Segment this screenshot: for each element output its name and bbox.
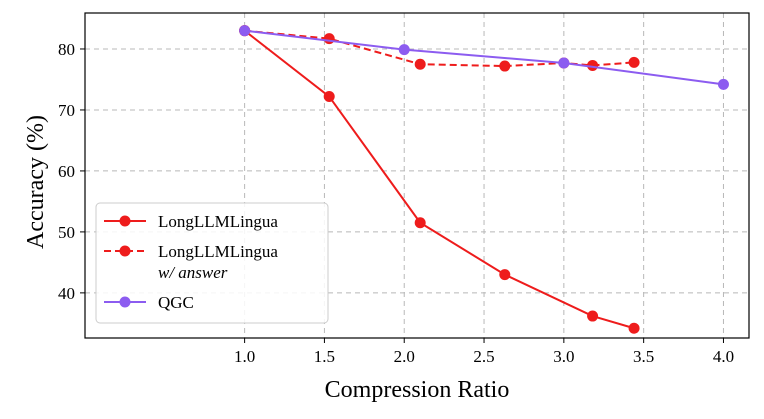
legend-label: LongLLMLingua xyxy=(158,212,278,231)
y-tick-label: 60 xyxy=(58,162,75,181)
data-point xyxy=(323,91,335,103)
legend-entry: LongLLMLingua w/ answer xyxy=(104,242,278,282)
x-axis-title: Compression Ratio xyxy=(325,377,510,403)
data-point xyxy=(587,310,599,322)
data-point xyxy=(398,44,410,56)
series-line xyxy=(244,29,635,330)
y-tick-label: 50 xyxy=(58,223,75,242)
legend-entry: QGC xyxy=(104,293,194,312)
y-tick-label: 80 xyxy=(58,40,75,59)
data-point xyxy=(239,25,251,37)
series-2 xyxy=(239,25,729,90)
y-tick-label: 40 xyxy=(58,284,75,303)
data-point xyxy=(414,217,426,229)
legend-label: LongLLMLingua xyxy=(158,242,278,261)
data-point xyxy=(628,56,640,68)
y-axis-title: Accuracy (%) xyxy=(23,115,49,249)
data-point xyxy=(414,58,426,70)
x-tick-label: 3.0 xyxy=(553,347,574,366)
plot-series xyxy=(239,25,729,334)
data-point xyxy=(717,78,729,90)
legend-label: w/ answer xyxy=(158,263,228,282)
legend-label: QGC xyxy=(158,293,194,312)
series-line xyxy=(244,29,724,86)
x-tick-label: 4.0 xyxy=(713,347,734,366)
plot-frame xyxy=(84,12,750,339)
data-point xyxy=(499,269,511,281)
legend-swatch-marker xyxy=(119,296,131,308)
legend-swatch-marker xyxy=(119,245,131,257)
x-tick-label: 2.5 xyxy=(473,347,494,366)
x-tick-label: 1.5 xyxy=(314,347,335,366)
legend-box xyxy=(95,202,329,324)
data-point xyxy=(628,322,640,334)
legend: LongLLMLingua LongLLMLingua w/ answer QGC xyxy=(95,202,329,324)
legend-entry: LongLLMLingua xyxy=(104,212,278,231)
y-tick-label: 70 xyxy=(58,101,75,120)
axis-ticks: 1.0 1.5 2.0 2.5 3.0 3.5 4.0 40 50 60 70 80 xyxy=(58,40,734,366)
data-point xyxy=(499,60,511,72)
data-point xyxy=(323,33,335,45)
x-tick-label: 1.0 xyxy=(234,347,255,366)
x-tick-label: 2.0 xyxy=(394,347,415,366)
x-tick-label: 3.5 xyxy=(633,347,654,366)
data-point xyxy=(558,57,570,69)
legend-swatch-marker xyxy=(119,215,131,227)
series-0 xyxy=(239,25,640,334)
